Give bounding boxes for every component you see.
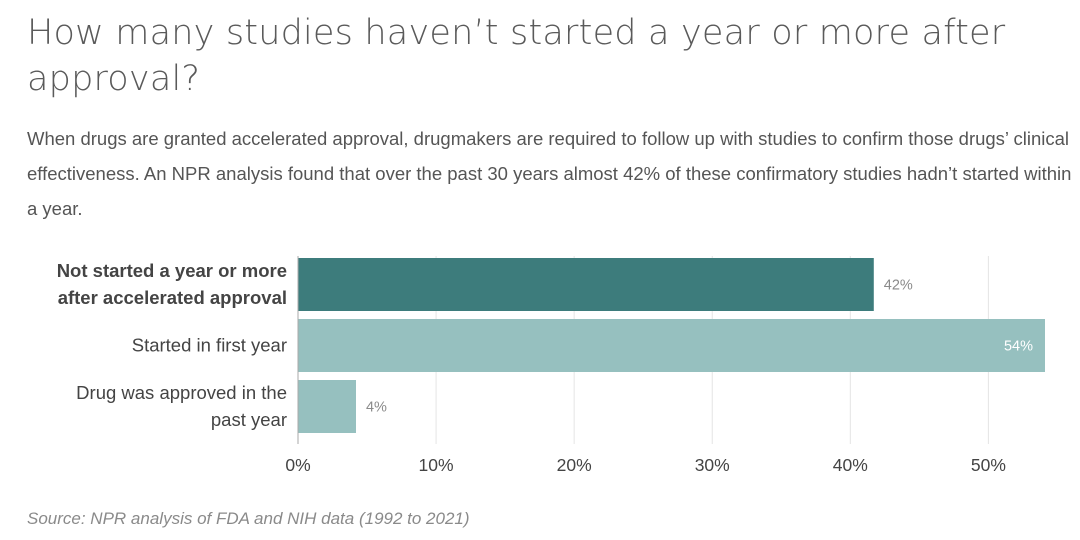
chart-subtitle: When drugs are granted accelerated appro…: [27, 128, 1072, 219]
bar: [298, 319, 1045, 372]
bar: [298, 258, 874, 311]
x-tick-label: 50%: [971, 455, 1006, 475]
data-label: 42%: [884, 278, 913, 294]
x-tick-label: 10%: [419, 455, 454, 475]
data-label: 54%: [1004, 339, 1033, 355]
x-tick-label: 30%: [695, 455, 730, 475]
category-label: Not started a year or more after accelera…: [57, 260, 287, 308]
x-tick-label: 0%: [285, 455, 310, 475]
data-label: 4%: [366, 400, 387, 416]
chart-title: How many studies haven’t started a year …: [27, 13, 1006, 99]
category-label: Started in first year: [132, 335, 287, 356]
source-note: Source: NPR analysis of FDA and NIH data…: [27, 509, 470, 528]
x-tick-label: 40%: [833, 455, 868, 475]
bar: [298, 380, 356, 433]
category-label: Drug was approved in the past year: [76, 382, 287, 430]
x-tick-label: 20%: [557, 455, 592, 475]
